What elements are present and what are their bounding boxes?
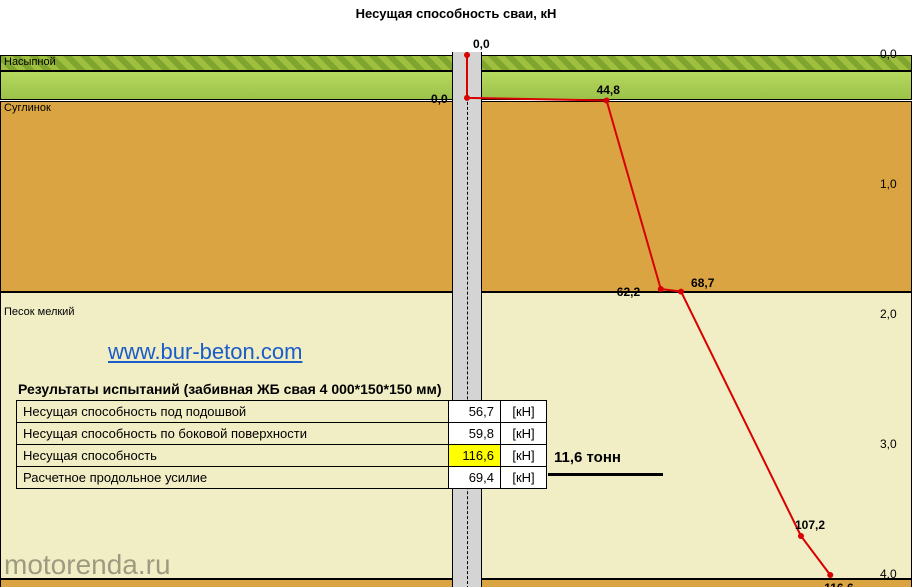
results-row-unit: [кН] (501, 467, 547, 489)
chart-title: Несущая способность сваи, кН (0, 6, 912, 21)
results-row-value: 69,4 (449, 467, 501, 489)
results-row-name: Несущая способность по боковой поверхнос… (17, 423, 449, 445)
depth-tick-label: 2,0 (880, 307, 897, 321)
curve-point-label: 62,2 (617, 285, 640, 299)
results-row-name: Несущая способность (17, 445, 449, 467)
curve-point-label: 116,6 (824, 581, 853, 587)
results-row-unit: [кН] (501, 445, 547, 467)
results-title: Результаты испытаний (забивная ЖБ свая 4… (18, 381, 442, 397)
website-link[interactable]: www.bur-beton.com (108, 339, 302, 365)
curve-point-label: 68,7 (691, 276, 714, 290)
curve-point-label: 44,8 (597, 83, 620, 97)
curve-point-label: 0,0 (473, 37, 490, 51)
results-table: Несущая способность под подошвой56,7[кН]… (16, 400, 547, 489)
pile-centerline (467, 52, 468, 587)
results-row-unit: [кН] (501, 423, 547, 445)
results-row: Несущая способность116,6[кН] (17, 445, 547, 467)
curve-point-label: 107,2 (795, 518, 825, 532)
tonnage-summary: 11,6 тонн (554, 449, 621, 466)
depth-tick-label: 1,0 (880, 177, 897, 191)
results-row-value: 116,6 (449, 445, 501, 467)
results-row-unit: [кН] (501, 401, 547, 423)
depth-tick-label: 3,0 (880, 437, 897, 451)
soil-layer-label: Насыпной (4, 56, 56, 68)
watermark: motorenda.ru (4, 549, 171, 581)
results-row-value: 59,8 (449, 423, 501, 445)
curve-point-label: 0,0 (431, 92, 448, 106)
results-row: Несущая способность по боковой поверхнос… (17, 423, 547, 445)
results-row-name: Несущая способность под подошвой (17, 401, 449, 423)
depth-tick-label: 0,0 (880, 47, 897, 61)
soil-layer-label: Песок мелкий (4, 306, 74, 318)
results-row: Несущая способность под подошвой56,7[кН] (17, 401, 547, 423)
diagram-stage: Несущая способность сваи, кН Насыпной Суг… (0, 0, 912, 587)
soil-layer-label: Суглинок (4, 102, 51, 114)
summary-underline (548, 473, 663, 476)
results-row: Расчетное продольное усилие69,4[кН] (17, 467, 547, 489)
results-row-value: 56,7 (449, 401, 501, 423)
depth-tick-label: 4,0 (880, 567, 897, 581)
results-row-name: Расчетное продольное усилие (17, 467, 449, 489)
